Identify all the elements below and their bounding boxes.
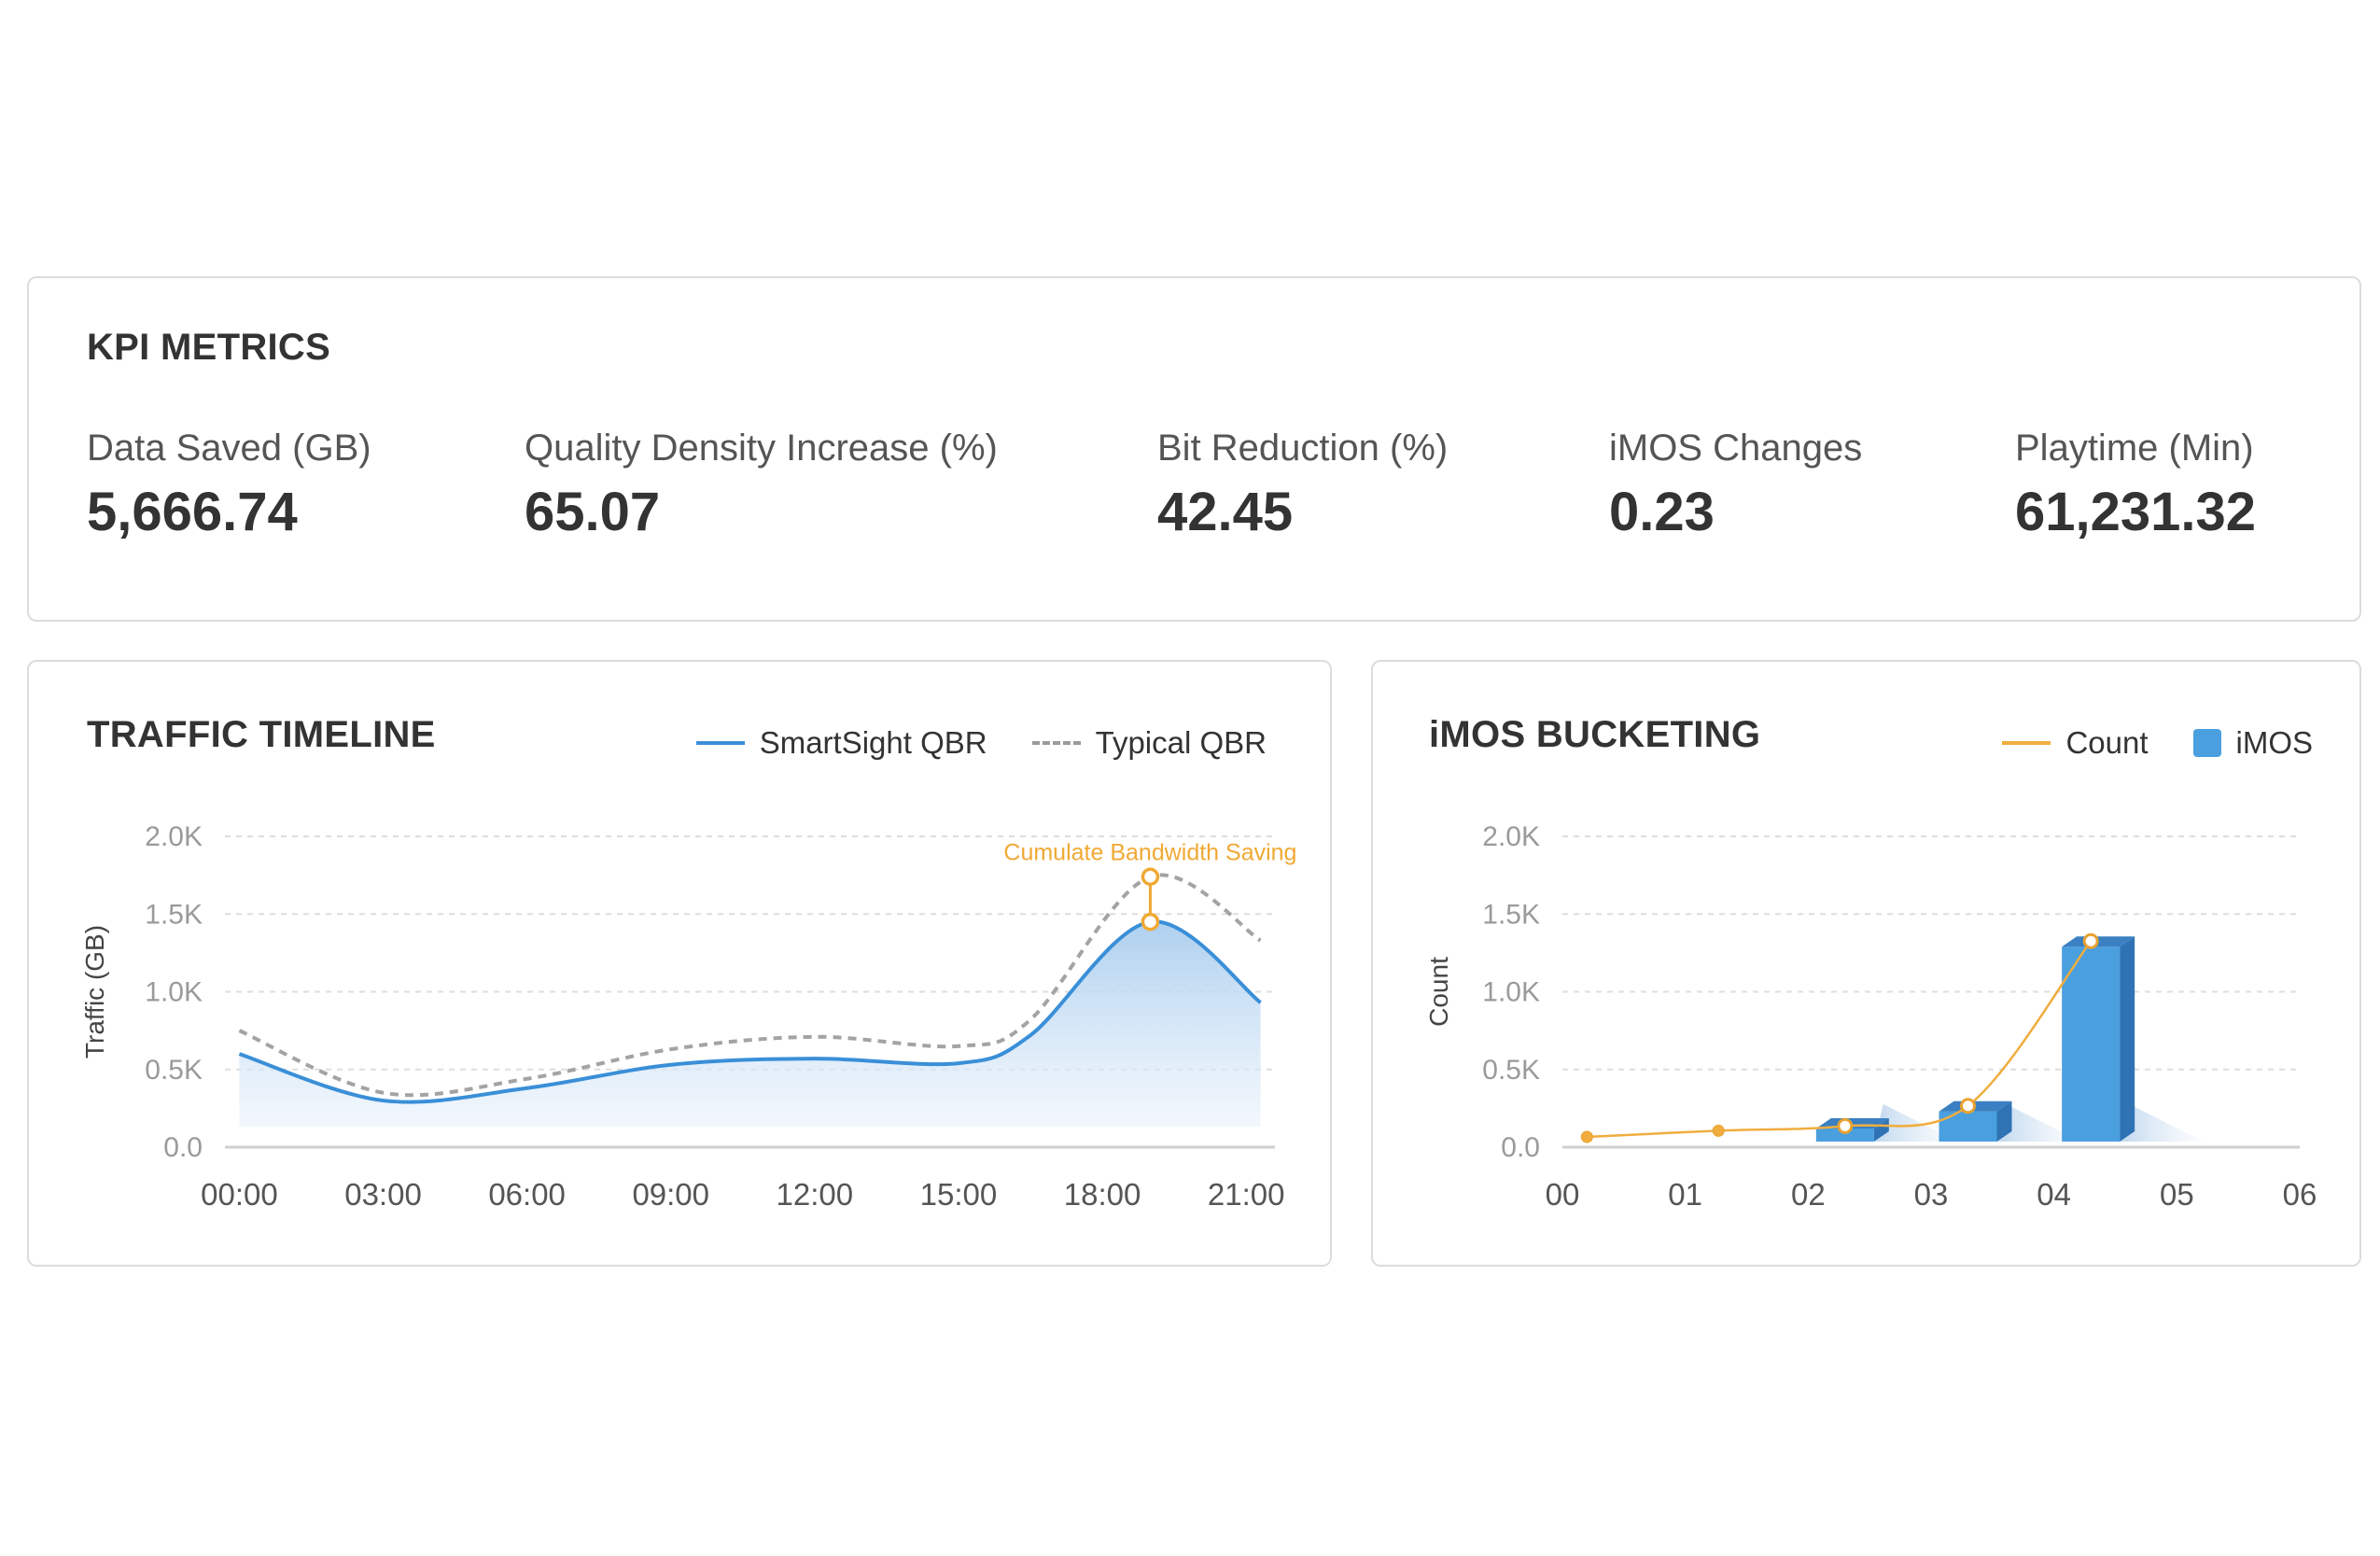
y-tick-label: 0.0 — [163, 1132, 203, 1163]
count-point — [1580, 1130, 1593, 1143]
metric-imos-changes: iMOS Changes 0.23 — [1609, 428, 1862, 543]
metric-value: 0.23 — [1609, 482, 1715, 542]
metric-label: Playtime (Min) — [2015, 428, 2254, 469]
metric-data-saved: Data Saved (GB) 5,666.74 — [87, 428, 371, 543]
legend-label: Count — [2065, 725, 2149, 760]
metric-bit-reduction: Bit Reduction (%) 42.45 — [1157, 428, 1448, 543]
traffic-timeline-card: TRAFFIC TIMELINE SmartSight QBR Typical … — [27, 660, 1332, 1267]
y-tick-label: 2.0K — [1482, 821, 1540, 852]
x-tick-label: 00 — [1546, 1177, 1580, 1212]
count-point — [1837, 1117, 1854, 1134]
x-tick-label: 21:00 — [1208, 1177, 1285, 1212]
imos-bar-front — [2062, 946, 2121, 1142]
y-tick-label: 1.5K — [145, 899, 203, 930]
legend-item-imos[interactable]: iMOS — [2192, 725, 2314, 761]
count-point — [1960, 1098, 1976, 1114]
traffic-legend: SmartSight QBR Typical QBR — [651, 725, 1267, 761]
annotation-point-high — [1141, 867, 1160, 887]
imos-bar-front — [1939, 1111, 1997, 1142]
y-tick-label: 0.5K — [1482, 1055, 1540, 1086]
y-tick-label: 1.0K — [1482, 977, 1540, 1008]
traffic-timeline-title: TRAFFIC TIMELINE — [87, 714, 436, 755]
metric-value: 42.45 — [1157, 482, 1294, 542]
kpi-metrics-card: KPI METRICS Data Saved (GB) 5,666.74 Qua… — [27, 276, 2361, 622]
metric-value: 61,231.32 — [2015, 482, 2257, 542]
count-point — [2082, 932, 2099, 949]
annotation-point-low — [1141, 912, 1160, 932]
count-line — [1587, 940, 2093, 1139]
legend-label: SmartSight QBR — [759, 725, 987, 760]
kpi-metrics-title: KPI METRICS — [87, 327, 331, 368]
metric-label: iMOS Changes — [1609, 428, 1863, 469]
metric-label: Quality Density Increase (%) — [525, 428, 998, 469]
legend-item-smartsight[interactable]: SmartSight QBR — [695, 725, 987, 761]
x-tick-label: 06:00 — [488, 1177, 566, 1212]
imos-bucketing-card: iMOS BUCKETING Count iMOS 0.0 0.5K 1.0K 1.5… — [1371, 660, 2361, 1267]
x-tick-label: 15:00 — [920, 1177, 998, 1212]
bar-shadow — [1996, 1104, 2081, 1142]
annotation-label: Cumulate Bandwidth Saving — [1003, 839, 1296, 865]
y-tick-label: 1.0K — [145, 977, 203, 1008]
legend-label: iMOS — [2235, 725, 2314, 760]
metric-label: Data Saved (GB) — [87, 428, 371, 469]
y-tick-label: 2.0K — [145, 821, 203, 852]
typical-qbr-line — [238, 873, 1262, 1098]
imos-bar-side — [1996, 1100, 2012, 1142]
x-tick-label: 09:00 — [632, 1177, 709, 1212]
legend-item-count[interactable]: Count — [2002, 725, 2149, 761]
metric-value: 5,666.74 — [87, 482, 298, 542]
x-tick-label: 01 — [1668, 1177, 1702, 1212]
smartsight-qbr-line — [238, 919, 1262, 1104]
legend-swatch-dashed-line — [1031, 741, 1081, 745]
imos-bar-front — [1815, 1128, 1874, 1142]
x-tick-label: 05 — [2160, 1177, 2194, 1212]
y-tick-label: 1.5K — [1482, 899, 1540, 930]
y-axis-title: Traffic (GB) — [80, 925, 109, 1058]
x-tick-label: 03:00 — [344, 1177, 422, 1212]
imos-legend: Count iMOS — [1957, 725, 2313, 761]
y-tick-label: 0.5K — [145, 1055, 203, 1086]
legend-swatch-box — [2192, 729, 2221, 757]
x-tick-label: 03 — [1914, 1177, 1949, 1212]
metric-playtime: Playtime (Min) 61,231.32 — [2015, 428, 2256, 543]
traffic-chart: 0.0 0.5K 1.0K 1.5K 2.0K 00:00 03:00 06:00 09:00 1… — [80, 821, 1296, 1212]
x-tick-label: 02 — [1791, 1177, 1826, 1212]
legend-label: Typical QBR — [1095, 725, 1267, 760]
x-tick-label: 18:00 — [1064, 1177, 1141, 1212]
metric-value: 65.07 — [525, 482, 661, 542]
x-tick-label: 04 — [2037, 1177, 2071, 1212]
metric-label: Bit Reduction (%) — [1157, 428, 1449, 469]
count-point — [1712, 1124, 1725, 1137]
smartsight-area-fill — [239, 921, 1261, 1127]
y-axis-title: Count — [1424, 957, 1453, 1027]
x-tick-label: 12:00 — [777, 1177, 854, 1212]
x-tick-label: 06 — [2283, 1177, 2317, 1212]
imos-bar-side — [2120, 936, 2135, 1142]
legend-swatch-line — [2002, 741, 2051, 745]
legend-item-typical[interactable]: Typical QBR — [1031, 725, 1267, 761]
imos-chart: 0.0 0.5K 1.0K 1.5K 2.0K 00 01 02 03 04 05 06 Count — [1424, 821, 2317, 1212]
bar-shadow — [1873, 1104, 1958, 1142]
x-tick-label: 00:00 — [201, 1177, 278, 1212]
bar-shadow — [2120, 1104, 2205, 1142]
imos-bar-side — [1873, 1118, 1889, 1142]
legend-swatch-solid-line — [695, 741, 745, 745]
imos-bucketing-title: iMOS BUCKETING — [1429, 714, 1761, 755]
y-tick-label: 0.0 — [1501, 1132, 1540, 1163]
metric-quality-density: Quality Density Increase (%) 65.07 — [525, 428, 998, 543]
